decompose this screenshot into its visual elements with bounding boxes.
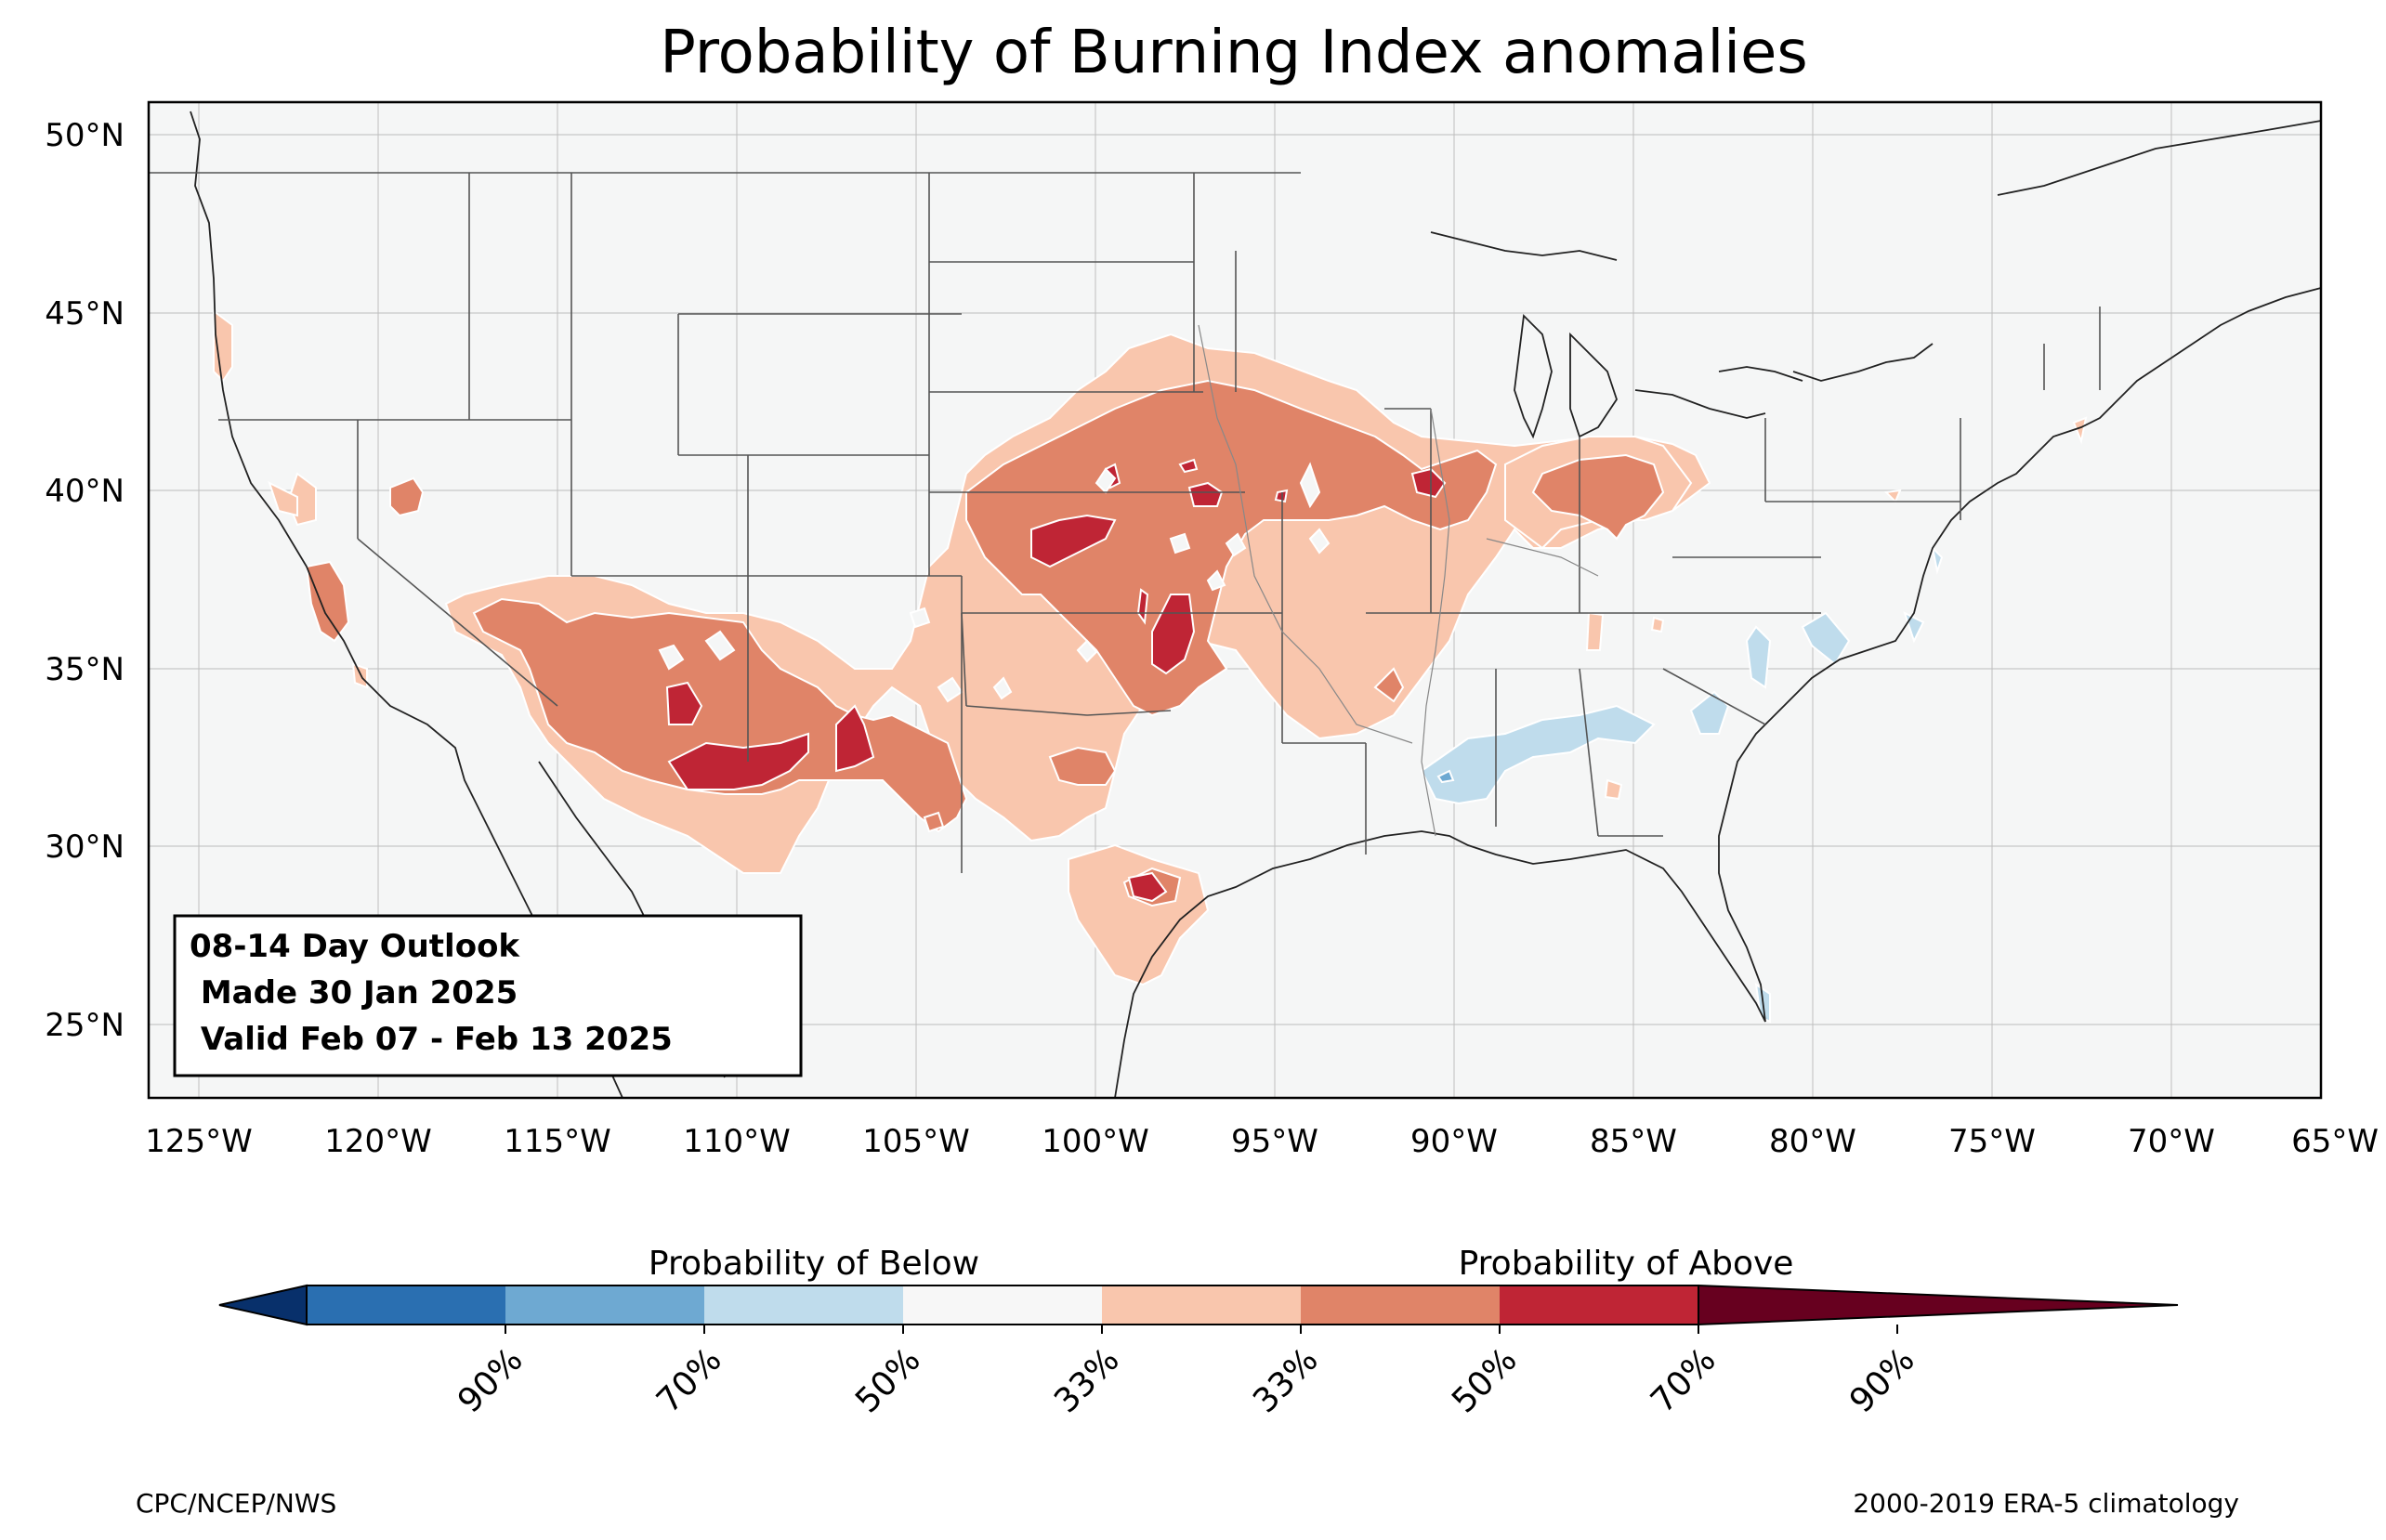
colorbar-tick-label: 90% xyxy=(451,1341,531,1421)
colorbar-segment xyxy=(903,1286,1102,1325)
colorbar-extend-right xyxy=(1698,1284,2179,1326)
colorbar-segment xyxy=(1301,1286,1500,1325)
longitude-label: 90°W xyxy=(1410,1123,1498,1160)
info-outlook-period: 08-14 Day Outlook xyxy=(190,928,520,965)
colorbar-above-label: Probability of Above xyxy=(1459,1245,1794,1283)
latitude-label: 45°N xyxy=(45,295,125,333)
longitude-label: 95°W xyxy=(1231,1123,1318,1160)
longitude-label: 100°W xyxy=(1042,1123,1149,1160)
colorbar-segment xyxy=(704,1286,903,1325)
colorbar-below-label: Probability of Below xyxy=(649,1245,979,1283)
map-frame xyxy=(147,100,2323,1100)
state-boundaries xyxy=(149,172,2101,873)
latitude-label: 25°N xyxy=(45,1007,125,1044)
colorbar-tick-labels: 90% 70% 50% 33% 33% 50% 70% 90% xyxy=(451,1325,1922,1420)
colorbar-segments xyxy=(218,1284,2179,1326)
longitude-label: 70°W xyxy=(2128,1123,2215,1160)
below-normal-shading xyxy=(1420,544,1944,1024)
map-panel: 08-14 Day Outlook Made 30 Jan 2025 Valid… xyxy=(147,100,2323,1100)
latitude-label: 30°N xyxy=(45,829,125,866)
colorbar-tick-label: 33% xyxy=(1047,1341,1127,1421)
info-valid-dates: Valid Feb 07 - Feb 13 2025 xyxy=(190,1021,673,1058)
colorbar-segment xyxy=(505,1286,704,1325)
longitude-label: 110°W xyxy=(683,1123,791,1160)
latitude-label: 40°N xyxy=(45,473,125,510)
longitude-label: 120°W xyxy=(324,1123,432,1160)
colorbar-segment xyxy=(1500,1286,1698,1325)
colorbar-frame xyxy=(306,1285,1699,1325)
colorbar-segment xyxy=(1102,1286,1301,1325)
colorbar-tick-label: 50% xyxy=(848,1341,928,1421)
colorbar-tick-label: 33% xyxy=(1246,1341,1326,1421)
latitude-label: 50°N xyxy=(45,117,125,154)
colorbar-tick-label: 50% xyxy=(1445,1341,1525,1421)
footer-climatology: 2000-2019 ERA-5 climatology xyxy=(1853,1488,2239,1519)
rivers xyxy=(1198,324,1599,837)
colorbar-tick-label: 70% xyxy=(1644,1341,1724,1421)
footer-source: CPC/NCEP/NWS xyxy=(136,1488,336,1519)
colorbar-segment xyxy=(307,1286,505,1325)
latitude-label: 35°N xyxy=(45,651,125,688)
colorbar: Probability of Below Probability of Abov… xyxy=(218,1245,2179,1420)
info-made-date: Made 30 Jan 2025 xyxy=(190,974,518,1011)
near-normal-pockets xyxy=(658,462,1331,703)
latitude-labels: 50°N 45°N 40°N 35°N 30°N 25°N xyxy=(45,117,125,1044)
colorbar-tick-label: 90% xyxy=(1842,1341,1922,1421)
longitude-label: 125°W xyxy=(145,1123,253,1160)
longitude-labels: 125°W 120°W 115°W 110°W 105°W 100°W 95°W 90°W 85… xyxy=(145,1123,2379,1160)
longitude-label: 65°W xyxy=(2291,1123,2379,1160)
longitude-label: 80°W xyxy=(1769,1123,1856,1160)
longitude-label: 115°W xyxy=(504,1123,611,1160)
longitude-label: 85°W xyxy=(1590,1123,1677,1160)
longitude-label: 75°W xyxy=(1948,1123,2036,1160)
colorbar-tick-label: 70% xyxy=(649,1341,729,1421)
above-70-shading xyxy=(665,458,1447,903)
info-box: 08-14 Day Outlook Made 30 Jan 2025 Valid… xyxy=(173,914,803,1077)
map-title: Probability of Burning Index anomalies xyxy=(660,19,1808,87)
longitude-label: 105°W xyxy=(862,1123,970,1160)
info-box-frame xyxy=(173,914,803,1077)
colorbar-extend-left xyxy=(218,1284,308,1326)
